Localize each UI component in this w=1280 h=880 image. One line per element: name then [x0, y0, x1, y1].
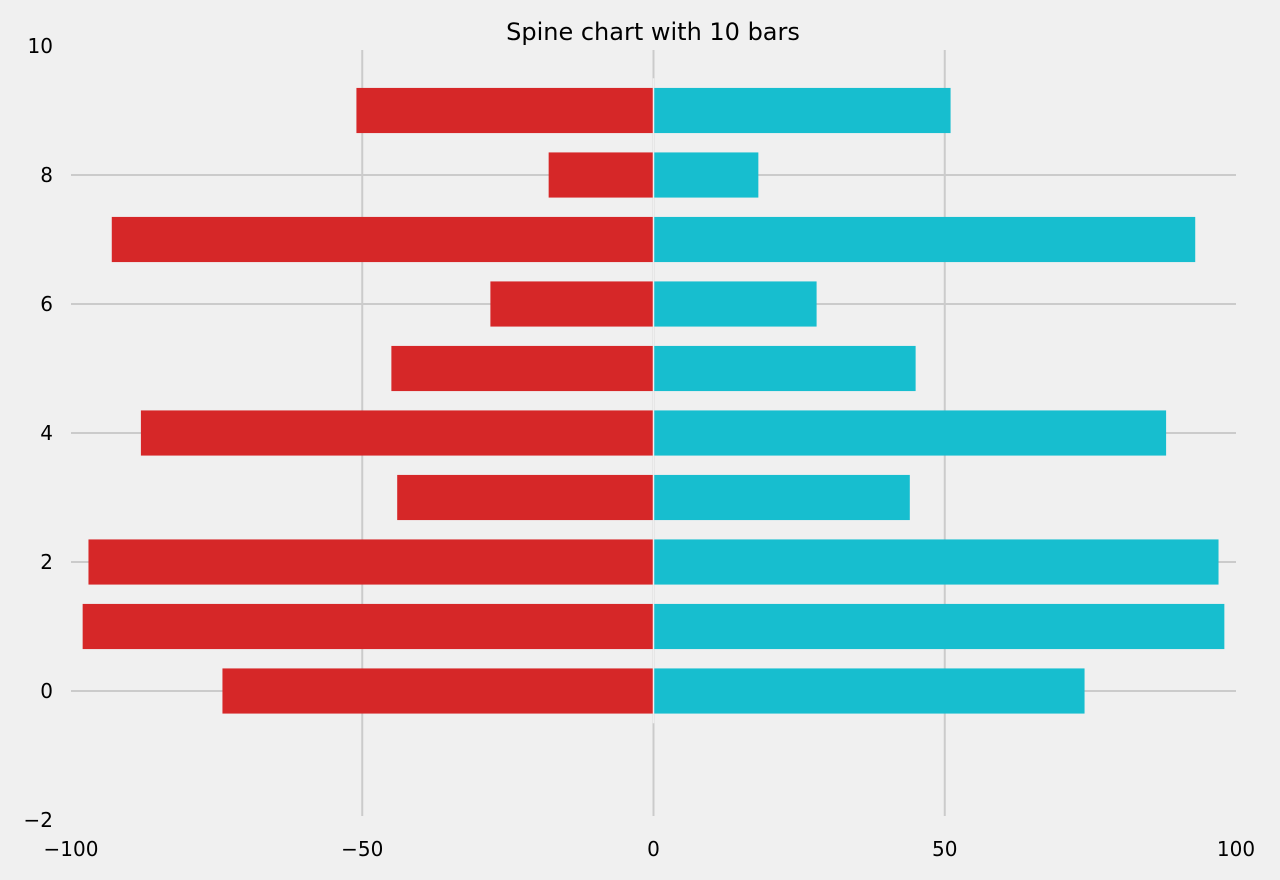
x-tick-label: −50: [341, 837, 383, 861]
bar-left: [548, 152, 654, 198]
bar-right: [653, 152, 759, 198]
y-tick-label: 8: [40, 163, 53, 187]
bar-right: [653, 87, 951, 134]
y-tick-label: −2: [24, 808, 53, 832]
bar-right: [653, 603, 1225, 650]
bar-left: [88, 539, 654, 585]
y-tick-label: 4: [40, 421, 53, 445]
chart-title: Spine chart with 10 bars: [506, 18, 800, 46]
y-tick-label: 6: [40, 292, 53, 316]
bar-right: [653, 281, 817, 327]
ticks-layer: −100 −50 0 50 100 −2 0 2 4 6 8 10: [24, 34, 1256, 861]
x-tick-label: 0: [647, 837, 660, 861]
bar-left: [356, 87, 654, 134]
bar-left: [490, 281, 654, 327]
y-tick-label: 0: [40, 679, 53, 703]
bar-right: [653, 216, 1196, 263]
bars-layer: [82, 78, 1225, 724]
bar-left: [222, 668, 654, 714]
bar-left: [111, 216, 654, 263]
bar-left: [397, 474, 654, 521]
bar-right: [653, 474, 910, 521]
bar-left: [391, 345, 654, 392]
y-tick-label: 10: [28, 34, 53, 58]
bar-right: [653, 539, 1219, 585]
bar-left: [82, 603, 654, 650]
x-tick-label: 50: [932, 837, 957, 861]
bar-right: [653, 345, 916, 392]
x-tick-label: −100: [44, 837, 99, 861]
bar-left: [140, 410, 654, 456]
bar-right: [653, 668, 1085, 714]
bar-right: [653, 410, 1167, 456]
x-tick-label: 100: [1217, 837, 1255, 861]
y-tick-label: 2: [40, 550, 53, 574]
